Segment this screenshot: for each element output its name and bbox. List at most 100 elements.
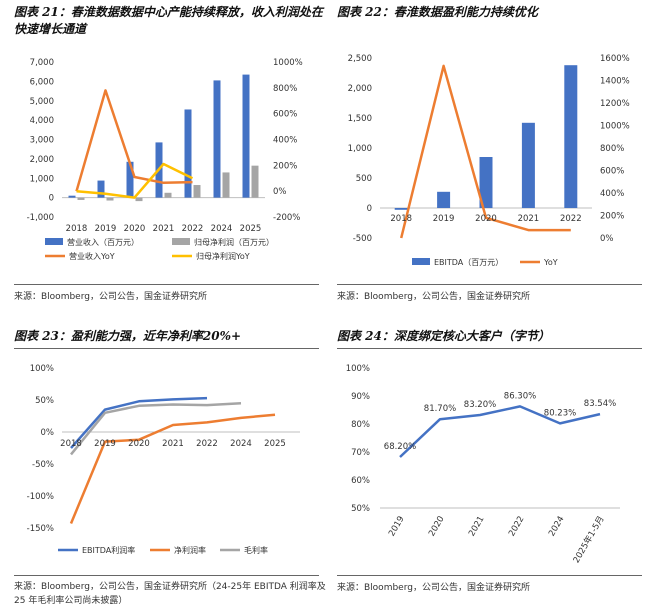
x-tick-label: 2021 xyxy=(467,515,486,539)
legend-net-profit-swatch xyxy=(172,238,190,245)
left-tick-label: 1,000 xyxy=(30,174,54,184)
x-tick-label: 2025年1-5月 xyxy=(571,514,607,565)
source-22: 来源：Bloomberg，公司公告，国金证券研究所 xyxy=(337,292,530,302)
divider-24 xyxy=(337,575,642,576)
legend-net-margin-label: 净利润率 xyxy=(174,545,206,555)
ebitda-bar xyxy=(437,191,451,208)
figure-24-title: 图表 24：深度绑定核心大客户（字节） xyxy=(337,329,550,343)
net-profit-bar xyxy=(135,197,143,202)
x-tick-label: 2020 xyxy=(427,515,446,539)
data-label: 80.23% xyxy=(544,408,576,418)
x-tick-label: 2021 xyxy=(518,214,540,224)
left-tick-label: 5,000 xyxy=(30,97,54,107)
legend-yoy-label: YoY xyxy=(543,258,558,267)
x-tick-label: 2018 xyxy=(390,214,412,224)
right-tick-label: 1000% xyxy=(273,58,303,68)
net-profit-bar xyxy=(251,165,259,198)
right-tick-label: 1200% xyxy=(600,99,630,109)
left-tick-label: 500 xyxy=(356,174,372,184)
right-tick-label: 1600% xyxy=(600,54,630,64)
divider-24-top xyxy=(337,348,642,349)
x-tick-label: 2022 xyxy=(507,515,526,539)
x-tick-label: 2022 xyxy=(182,224,204,234)
x-tick-label: 2025 xyxy=(240,224,262,234)
net-profit-yoy-line xyxy=(76,162,194,199)
x-tick-label: 2021 xyxy=(162,439,184,449)
divider-22 xyxy=(337,284,642,285)
source-23: 来源：Bloomberg，公司公告，国金证券研究所（24-25年 EBITDA … xyxy=(14,582,326,606)
revenue-bar xyxy=(213,80,221,198)
left-tick-label: 0 xyxy=(49,194,54,204)
legend-gross-margin-label: 毛利率 xyxy=(244,545,268,555)
x-tick-label: 2019 xyxy=(433,214,455,224)
ebitda-bar xyxy=(479,157,493,208)
divider-23-top xyxy=(14,348,319,349)
y-tick-label: 100% xyxy=(30,364,54,374)
y-tick-label: 0% xyxy=(41,428,55,438)
chart-21: 7,000 6,000 5,000 4,000 3,000 2,000 1,000 0 -1,0… xyxy=(27,58,303,261)
net-profit-bar xyxy=(77,197,85,200)
x-tick-label: 2024 xyxy=(230,439,252,449)
ebitda-margin-line xyxy=(70,396,208,449)
right-tick-label: 0% xyxy=(273,187,287,197)
customer-share-line xyxy=(399,405,601,458)
ebitda-bar xyxy=(394,208,408,210)
net-profit-bar xyxy=(106,197,114,201)
x-tick-label: 2019 xyxy=(94,439,116,449)
left-tick-label: -1,000 xyxy=(27,213,54,223)
chart-23: 100% 50% 0% -50% -100% -150% 2018 2019 2020 2021 2… xyxy=(27,364,300,555)
revenue-bar xyxy=(97,180,105,198)
right-tick-label: 400% xyxy=(600,189,624,199)
ebitda-bar xyxy=(521,122,535,208)
divider-21 xyxy=(14,284,319,285)
gross-margin-line xyxy=(70,401,242,456)
x-tick-label: 2022 xyxy=(196,439,218,449)
ebitda-bar xyxy=(564,65,578,208)
figure-23-title: 图表 23：盈利能力强，近年净利率20%+ xyxy=(14,329,242,343)
right-tick-label: 400% xyxy=(273,136,297,146)
legend-revenue-yoy-label: 营业收入YoY xyxy=(69,251,115,261)
right-tick-label: 1400% xyxy=(600,77,630,87)
data-label: 81.70% xyxy=(424,404,456,414)
yoy-line xyxy=(399,64,571,239)
y-tick-label: -150% xyxy=(27,524,54,534)
right-tick-label: 1000% xyxy=(600,122,630,132)
source-21: 来源：Bloomberg，公司公告，国金证券研究所 xyxy=(14,292,207,302)
data-label: 83.54% xyxy=(584,399,616,409)
revenue-bar xyxy=(242,74,250,198)
legend-net-profit-label: 归母净利润（百万元） xyxy=(194,237,274,247)
right-tick-label: 800% xyxy=(273,84,297,94)
y-tick-label: 100% xyxy=(346,364,370,374)
x-tick-label: 2020 xyxy=(128,439,150,449)
data-label: 83.20% xyxy=(464,400,496,410)
legend-net-profit-yoy-label: 归母净利润YoY xyxy=(196,251,250,261)
x-tick-label: 2022 xyxy=(560,214,582,224)
left-tick-label: 1,000 xyxy=(348,144,372,154)
y-tick-label: 50% xyxy=(351,504,370,514)
right-tick-label: 200% xyxy=(273,161,297,171)
legend-revenue-swatch xyxy=(45,238,63,245)
right-tick-label: 200% xyxy=(600,212,624,222)
right-tick-label: 800% xyxy=(600,144,624,154)
revenue-bar xyxy=(184,109,192,198)
left-tick-label: 7,000 xyxy=(30,58,54,68)
left-tick-label: 0 xyxy=(367,204,372,214)
right-tick-label: 600% xyxy=(600,167,624,177)
y-tick-label: 50% xyxy=(35,396,54,406)
y-tick-label: -50% xyxy=(32,460,54,470)
left-tick-label: -500 xyxy=(353,234,372,244)
left-tick-label: 2,000 xyxy=(30,155,54,165)
x-tick-label: 2025 xyxy=(264,439,286,449)
figure-22-title: 图表 22：春淮数据盈利能力持续优化 xyxy=(337,5,538,19)
x-tick-label: 2020 xyxy=(475,214,497,224)
y-tick-label: 60% xyxy=(351,476,370,486)
chart-22: 2,500 2,000 1,500 1,000 500 0 -500 1600% 1400% 12… xyxy=(348,54,630,267)
net-margin-line xyxy=(69,413,276,524)
y-tick-label: 90% xyxy=(351,392,370,402)
figure-21-title: 图表 21：春淮数据数据中心产能持续释放，收入利润处在 快速增长通道 xyxy=(14,5,323,36)
right-tick-label: 600% xyxy=(273,110,297,120)
legend-ebitda-margin-label: EBITDA利润率 xyxy=(82,545,135,555)
net-profit-bar xyxy=(222,172,230,198)
x-tick-label: 2024 xyxy=(211,224,233,234)
left-tick-label: 1,500 xyxy=(348,114,372,124)
